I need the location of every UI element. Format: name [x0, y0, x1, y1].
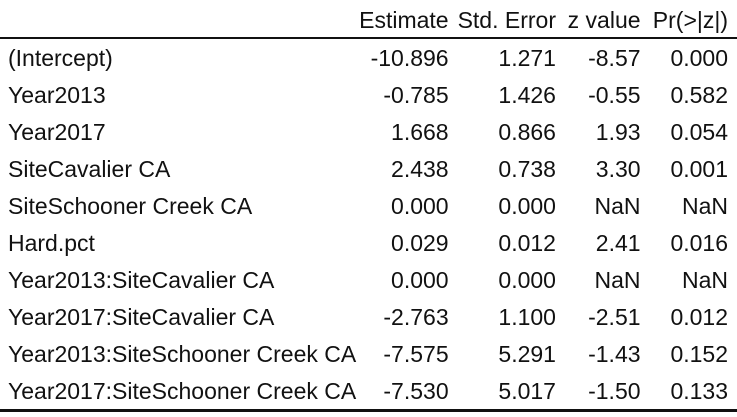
p-value-cell: 0.582: [670, 82, 728, 108]
term-cell: (Intercept): [8, 45, 113, 71]
header-rule: [0, 37, 737, 39]
table-row: Year2013 -0.785 1.426 -0.55 0.582: [0, 77, 737, 114]
term-cell: Year2013: [8, 82, 106, 108]
std-error-cell: 1.271: [498, 45, 556, 71]
estimate-cell: -7.575: [383, 341, 449, 367]
table-row: Hard.pct 0.029 0.012 2.41 0.016: [0, 225, 737, 262]
table-row: Year2017:SiteSchooner Creek CA -7.530 5.…: [0, 373, 737, 410]
z-value-cell: -2.51: [588, 304, 641, 330]
table-row: SiteSchooner Creek CA 0.000 0.000 NaN Na…: [0, 188, 737, 225]
term-cell: Hard.pct: [8, 230, 95, 256]
std-error-cell: 1.426: [498, 82, 556, 108]
p-value-cell: 0.012: [670, 304, 728, 330]
p-value-cell: NaN: [681, 267, 728, 293]
z-value-cell: NaN: [594, 193, 641, 219]
table-row: Year2017:SiteCavalier CA -2.763 1.100 -2…: [0, 299, 737, 336]
z-value-cell: 3.30: [595, 156, 641, 182]
std-error-cell: 0.012: [498, 230, 556, 256]
term-cell: Year2013:SiteCavalier CA: [8, 267, 275, 293]
estimate-cell: -2.763: [383, 304, 449, 330]
z-value-cell: NaN: [594, 267, 641, 293]
estimate-cell: 1.668: [391, 119, 449, 145]
table-row: Year2013:SiteSchooner Creek CA -7.575 5.…: [0, 336, 737, 373]
term-cell: Year2013:SiteSchooner Creek CA: [8, 341, 357, 367]
z-value-cell: -1.50: [588, 378, 641, 404]
std-error-cell: 0.000: [498, 267, 556, 293]
header-p-value: Pr(>|z|): [652, 6, 728, 33]
std-error-cell: 0.866: [498, 119, 556, 145]
estimate-cell: 2.438: [391, 156, 449, 182]
term-cell: Year2017:SiteCavalier CA: [8, 304, 275, 330]
table-body: (Intercept) -10.896 1.271 -8.57 0.000 Ye…: [0, 40, 737, 410]
z-value-cell: 1.93: [595, 119, 641, 145]
std-error-cell: 5.017: [498, 378, 556, 404]
term-cell: SiteCavalier CA: [8, 156, 171, 182]
z-value-cell: -8.57: [588, 45, 641, 71]
header-std-error: Std. Error: [457, 6, 556, 33]
p-value-cell: NaN: [681, 193, 728, 219]
p-value-cell: 0.054: [670, 119, 728, 145]
term-cell: Year2017:SiteSchooner Creek CA: [8, 378, 357, 404]
header-estimate: Estimate: [359, 6, 449, 33]
p-value-cell: 0.016: [670, 230, 728, 256]
table-row: Year2013:SiteCavalier CA 0.000 0.000 NaN…: [0, 262, 737, 299]
estimate-cell: 0.000: [391, 267, 449, 293]
table-row: SiteCavalier CA 2.438 0.738 3.30 0.001: [0, 151, 737, 188]
std-error-cell: 5.291: [498, 341, 556, 367]
header-term: [0, 0, 359, 40]
z-value-cell: 2.41: [595, 230, 641, 256]
p-value-cell: 0.133: [670, 378, 728, 404]
header-z-value: z value: [567, 6, 641, 33]
estimate-cell: -0.785: [383, 82, 449, 108]
std-error-cell: 1.100: [498, 304, 556, 330]
std-error-cell: 0.000: [498, 193, 556, 219]
p-value-cell: 0.001: [670, 156, 728, 182]
table-row: (Intercept) -10.896 1.271 -8.57 0.000: [0, 40, 737, 77]
bottom-rule: [0, 409, 737, 412]
p-value-cell: 0.000: [670, 45, 728, 71]
term-cell: SiteSchooner Creek CA: [8, 193, 253, 219]
p-value-cell: 0.152: [670, 341, 728, 367]
estimate-cell: -10.896: [370, 45, 449, 71]
z-value-cell: -0.55: [588, 82, 641, 108]
z-value-cell: -1.43: [588, 341, 641, 367]
table-header: Estimate Std. Error z value Pr(>|z|): [0, 0, 737, 40]
std-error-cell: 0.738: [498, 156, 556, 182]
estimate-cell: -7.530: [383, 378, 449, 404]
estimate-cell: 0.029: [391, 230, 449, 256]
table-row: Year2017 1.668 0.866 1.93 0.054: [0, 114, 737, 151]
term-cell: Year2017: [8, 119, 106, 145]
header-row: Estimate Std. Error z value Pr(>|z|): [0, 0, 737, 40]
estimate-cell: 0.000: [391, 193, 449, 219]
